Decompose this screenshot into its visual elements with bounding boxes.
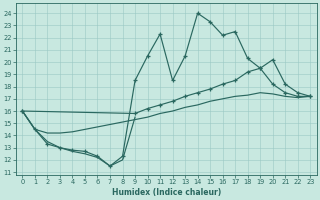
X-axis label: Humidex (Indice chaleur): Humidex (Indice chaleur) — [112, 188, 221, 197]
